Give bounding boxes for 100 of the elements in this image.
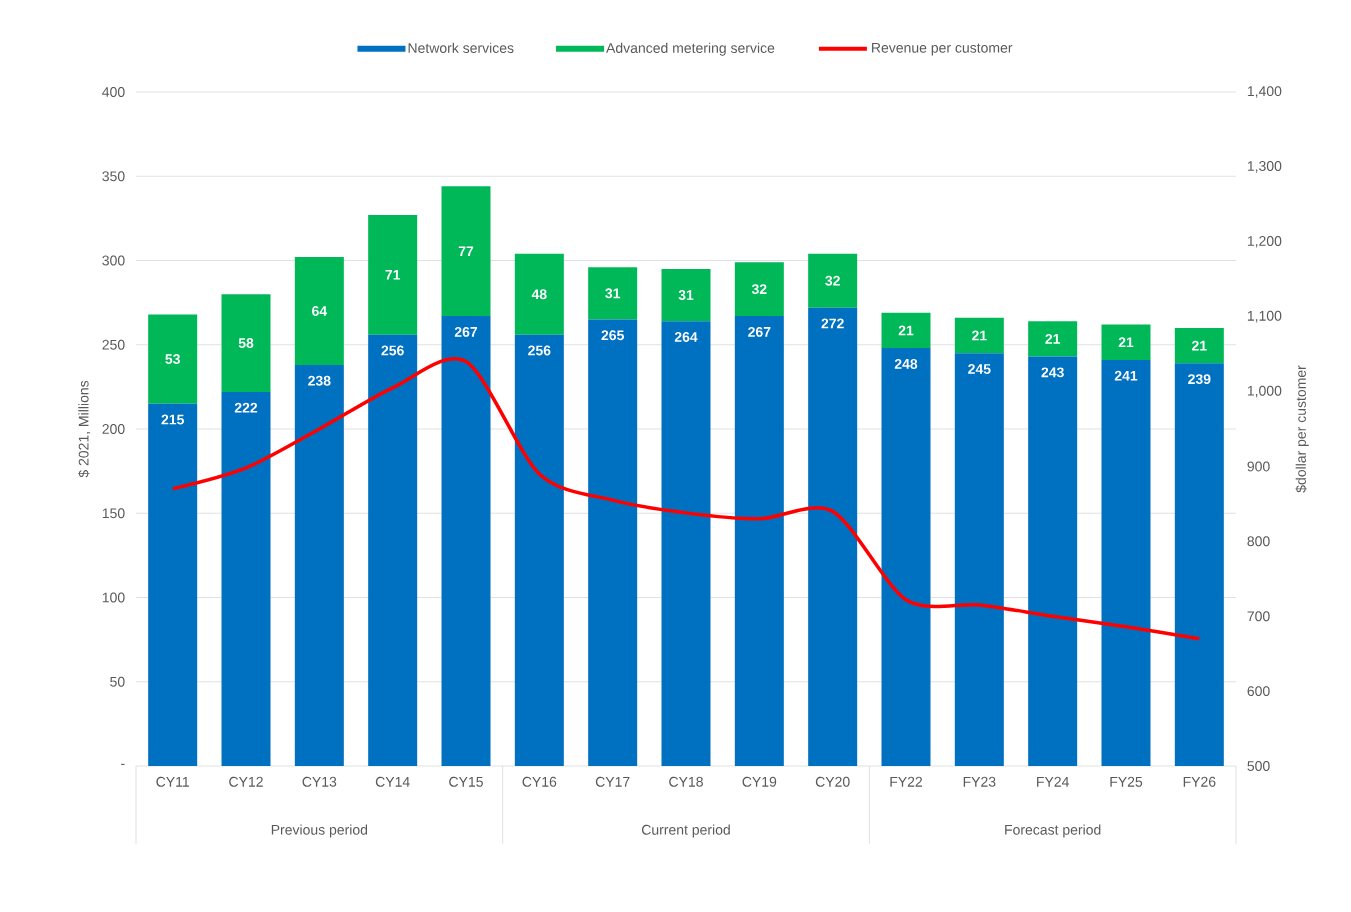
x-tick-label: FY24 — [1037, 776, 1069, 787]
x-tick-label: CY19 — [742, 776, 777, 787]
x-tick-label: CY11 — [156, 776, 189, 787]
y2-tick-label: 1,000 — [1247, 385, 1282, 398]
data-label: 71 — [385, 270, 401, 280]
bar — [1101, 359, 1151, 766]
bar — [734, 262, 784, 317]
data-label: 222 — [234, 402, 258, 413]
y2-tick-label: 1,200 — [1247, 235, 1282, 248]
data-label: 245 — [968, 364, 991, 374]
text: Previous period — [271, 824, 368, 838]
bar — [661, 268, 711, 322]
bar — [1028, 356, 1078, 766]
bar — [954, 317, 1004, 354]
text: Current period — [641, 824, 730, 838]
bar — [1101, 324, 1151, 360]
data-label: 21 — [1118, 337, 1134, 348]
data-label: 243 — [1041, 367, 1064, 378]
bar — [1174, 363, 1224, 766]
data-label: 248 — [894, 358, 918, 369]
y-tick-label: 200 — [102, 424, 125, 434]
x-tick-label: FY26 — [1183, 776, 1216, 787]
x-tick-label: CY20 — [815, 776, 850, 787]
y-tick-label: - — [121, 763, 125, 765]
x-tick-label: CY15 — [449, 776, 483, 787]
legend-label: Network services — [408, 42, 514, 53]
bar — [954, 353, 1004, 766]
bar — [441, 186, 491, 317]
data-label: 21 — [1045, 333, 1061, 344]
x-tick-label: CY14 — [375, 776, 410, 787]
y-tick-label: 350 — [102, 171, 125, 182]
bar — [441, 316, 491, 766]
data-label: 265 — [601, 330, 624, 341]
y-tick-label: 400 — [102, 87, 125, 97]
y-tick-label: 100 — [102, 592, 125, 603]
data-label: 64 — [312, 306, 328, 316]
data-label: 256 — [381, 345, 404, 356]
data-label: 48 — [531, 289, 547, 300]
bar — [148, 314, 198, 404]
data-label: 264 — [674, 332, 698, 342]
data-label: 32 — [751, 284, 767, 295]
bar — [734, 316, 784, 766]
bar — [294, 364, 344, 766]
bar — [1028, 321, 1078, 357]
x-tick-label: CY17 — [595, 776, 630, 787]
bar — [661, 321, 711, 766]
y2-tick-label: 1,300 — [1247, 161, 1282, 173]
y2-axis-title: $dollar per customer — [1295, 365, 1309, 493]
x-tick-label: FY22 — [890, 776, 923, 787]
y2-tick-label: 1,100 — [1247, 310, 1282, 323]
bar — [588, 267, 638, 320]
data-label: 267 — [748, 326, 771, 337]
y-tick-label: 150 — [102, 508, 125, 519]
data-label: 58 — [238, 338, 254, 349]
data-label: 31 — [678, 290, 694, 300]
bar — [148, 403, 198, 766]
y-tick-label: 300 — [102, 255, 125, 266]
data-label: 272 — [821, 318, 844, 329]
bar — [368, 334, 418, 766]
x-tick-label: FY23 — [963, 776, 996, 787]
y-tick-label: 50 — [110, 676, 125, 687]
y2-tick-label: 900 — [1247, 461, 1270, 472]
y-axis-title: $ 2021, Millions — [78, 380, 91, 478]
x-tick-label: CY16 — [522, 776, 557, 787]
data-label: 77 — [458, 246, 474, 257]
bar — [588, 319, 638, 766]
bar — [881, 348, 931, 766]
bar — [881, 312, 931, 349]
legend-label: Revenue per customer — [872, 42, 1013, 56]
bar — [514, 253, 564, 335]
x-tick-label: CY18 — [669, 776, 703, 787]
data-label: 241 — [1114, 370, 1138, 381]
y2-tick-label: 500 — [1247, 761, 1270, 771]
data-label: 31 — [605, 288, 621, 299]
legend-label: Advanced metering service — [606, 42, 775, 56]
data-label: 32 — [825, 275, 840, 286]
x-tick-label: CY13 — [302, 776, 337, 787]
bar — [808, 253, 858, 308]
data-label: 239 — [1188, 374, 1211, 385]
y2-tick-label: 800 — [1247, 536, 1270, 547]
bar — [1174, 327, 1224, 364]
bar — [294, 257, 344, 365]
x-tick-label: CY12 — [229, 776, 263, 787]
y2-tick-label: 600 — [1247, 686, 1270, 697]
data-label: 21 — [898, 325, 914, 336]
x-tick-label: FY25 — [1110, 776, 1143, 787]
data-label: 53 — [165, 354, 180, 365]
y2-tick-label: 700 — [1247, 611, 1270, 622]
data-label: 256 — [528, 345, 551, 356]
bar — [221, 294, 271, 392]
data-label: 21 — [1192, 340, 1207, 351]
y2-tick-label: 1,400 — [1247, 86, 1282, 98]
data-label: 267 — [454, 326, 478, 337]
bar — [368, 214, 418, 335]
y-tick-label: 250 — [102, 339, 125, 350]
data-label: 21 — [972, 330, 987, 341]
bar — [221, 391, 271, 766]
bar — [808, 307, 858, 766]
data-label: 215 — [161, 414, 184, 425]
text: Forecast period — [1005, 824, 1101, 838]
